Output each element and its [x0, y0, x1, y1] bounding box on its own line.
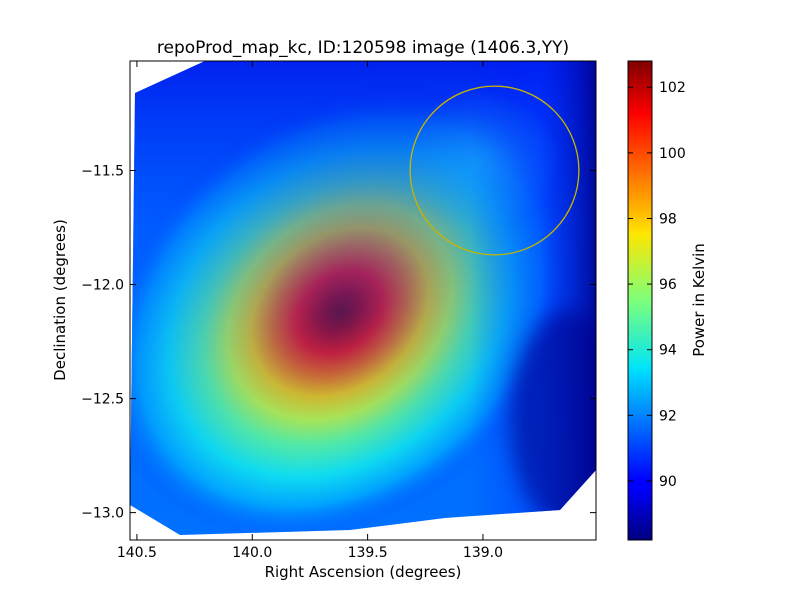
y-tick-label: −11.5: [81, 163, 124, 179]
colorbar-tick-label: 92: [659, 408, 677, 424]
y-tick-label: −13.0: [81, 506, 124, 522]
y-tick-label: −12.5: [81, 392, 124, 408]
colorbar-tick-label: 90: [659, 474, 677, 490]
heatmap-image: [130, 61, 596, 535]
colorbar-tick-label: 102: [659, 80, 686, 96]
colorbar-tick-label: 98: [659, 211, 677, 227]
y-axis-label: Declination (degrees): [51, 219, 69, 381]
colorbar-gradient: [627, 60, 653, 541]
x-tick-label: 139.5: [348, 545, 388, 561]
colorbar-tick-label: 94: [659, 343, 677, 359]
x-axis-ticks: 140.5 140.0 139.5 139.0: [117, 61, 503, 561]
colorbar-label: Power in Kelvin: [690, 243, 708, 357]
y-axis-ticks: −11.5 −12.0 −12.5 −13.0: [81, 163, 596, 522]
beam-circle-overlay: [409, 85, 580, 256]
colorbar-tick-label: 100: [659, 146, 686, 162]
chart-title: repoProd_map_kc, ID:120598 image (1406.3…: [157, 38, 569, 58]
x-tick-label: 140.5: [117, 545, 157, 561]
colorbar: 90 92 94 96 98 100 102 Power in Kelvin: [627, 60, 708, 541]
x-axis-label: Right Ascension (degrees): [265, 563, 462, 581]
plot-frame: [129, 60, 597, 541]
y-tick-label: −12.0: [81, 278, 124, 294]
x-tick-label: 140.0: [232, 545, 272, 561]
x-tick-label: 139.0: [463, 545, 503, 561]
colorbar-ticks: 90 92 94 96 98 100 102: [628, 80, 686, 490]
colorbar-tick-label: 96: [659, 277, 677, 293]
